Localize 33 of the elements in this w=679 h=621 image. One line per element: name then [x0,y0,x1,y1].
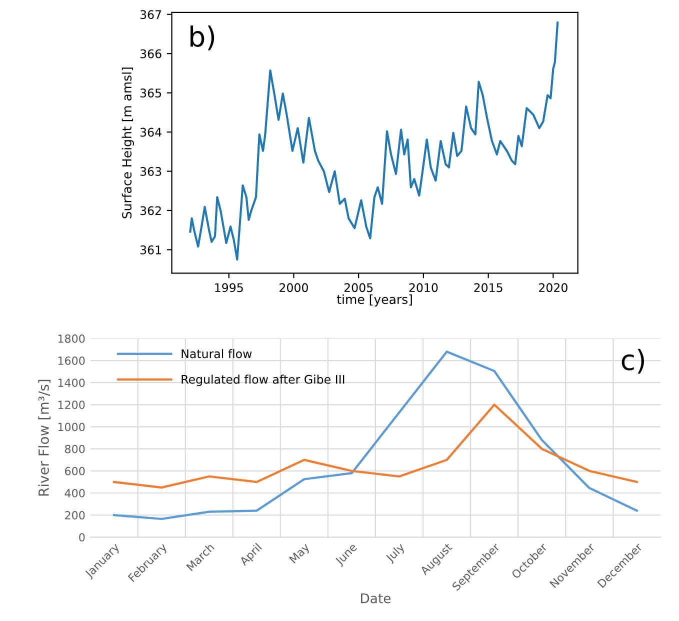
y-tick-label: 400 [64,488,85,498]
y-tick-label: 365 [140,88,162,98]
y-tick-label: 363 [140,166,162,176]
y-tick-label: 362 [140,206,161,216]
x-tick-label: 2020 [539,283,568,292]
y-tick-label: 361 [140,245,161,254]
x-tick-label: 2000 [280,283,308,292]
x-tick-label: 2015 [474,283,502,292]
y-tick-label: 1200 [58,400,85,410]
y-tick-label: 800 [64,444,85,454]
x-axis-title: Date [361,593,391,604]
y-tick-label: 200 [65,511,85,520]
x-tick-label: 2005 [344,283,373,292]
annotation: b) [190,25,214,50]
y-tick-label: 0 [79,533,85,542]
y-tick-label: 1000 [58,422,85,432]
y-axis-title: Surface Height [m amsl] [122,68,134,218]
legend-label: Natural flow [182,349,252,358]
x-tick-label: 1995 [215,283,243,292]
legend-label: Regulated flow after Gibe III [182,374,344,386]
y-axis-title: River Flow [m³/s] [38,380,51,496]
y-tick-label: 600 [65,466,85,476]
y-tick-label: 364 [140,128,162,137]
y-tick-label: 367 [140,10,162,20]
y-tick-label: 1400 [58,378,85,387]
y-tick-label: 1800 [58,334,85,343]
line-series [112,404,638,489]
line-series [189,22,559,261]
y-tick-label: 1600 [58,356,85,365]
x-axis-title: time [years] [336,294,412,306]
annotation: c) [622,348,644,374]
y-tick-label: 366 [140,49,162,58]
x-tick-label: 2010 [409,283,438,292]
